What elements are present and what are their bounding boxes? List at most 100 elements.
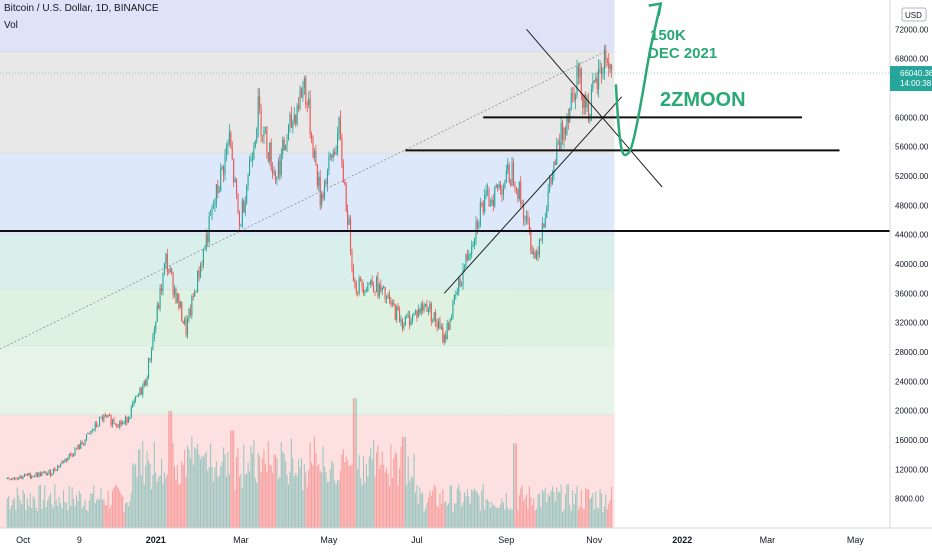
candle-body	[435, 312, 437, 323]
candle-body	[407, 315, 409, 317]
candle-body	[142, 386, 144, 395]
y-tick-label: 32000.00	[895, 319, 929, 328]
candle-body	[251, 158, 253, 160]
volume-bar	[65, 502, 67, 528]
candle-body	[87, 433, 89, 435]
volume-bar	[208, 467, 210, 528]
y-tick-label: 28000.00	[895, 348, 929, 357]
candle-body	[104, 415, 106, 417]
volume-bar	[469, 503, 471, 528]
candle-body	[360, 278, 362, 280]
volume-bar	[29, 493, 31, 528]
volume-bar	[28, 505, 30, 528]
volume-bar	[289, 471, 291, 528]
volume-bar	[181, 461, 183, 528]
volume-bar	[538, 493, 541, 528]
candle-body	[55, 470, 57, 472]
volume-bar	[391, 477, 393, 528]
volume-bar	[335, 484, 337, 528]
volume-bar	[205, 451, 207, 528]
x-tick-label: 2021	[146, 535, 166, 545]
candle-body	[342, 163, 344, 183]
volume-bar	[362, 456, 365, 528]
volume-bar	[152, 474, 154, 528]
candle-body	[358, 278, 360, 293]
candle-body	[576, 66, 578, 96]
candle-body	[74, 448, 76, 456]
annotation-date: DEC 2021	[648, 45, 717, 62]
volume-bar	[524, 498, 526, 528]
candle-body	[540, 239, 542, 241]
candle-body	[440, 327, 442, 329]
candle-body	[352, 267, 354, 281]
candle-body	[554, 161, 556, 165]
volume-bar	[172, 442, 174, 528]
trendline	[443, 96, 623, 294]
candle-body	[448, 323, 450, 330]
volume-bar	[58, 496, 60, 528]
volume-bar	[264, 463, 266, 528]
candle-body	[217, 184, 219, 193]
candle-body	[401, 319, 403, 329]
volume-bar	[130, 492, 132, 528]
candle-body	[166, 254, 168, 272]
volume-bar	[182, 464, 184, 528]
candle-body	[114, 423, 116, 425]
candle-body	[169, 268, 171, 273]
candle-body	[195, 291, 197, 293]
volume-bar	[155, 472, 157, 528]
candle-body	[316, 164, 318, 186]
volume-bar	[36, 510, 39, 528]
candle-body	[143, 380, 145, 387]
candle-body	[299, 88, 301, 109]
volume-bar	[132, 463, 134, 528]
volume-bar	[550, 490, 552, 528]
candle-body	[78, 444, 80, 449]
volume-bar	[221, 461, 223, 528]
volume-bar	[93, 485, 95, 528]
candle-body	[341, 137, 343, 164]
candle-body	[586, 99, 588, 108]
volume-bar	[553, 491, 555, 528]
candle-body	[313, 151, 315, 158]
candle-body	[67, 457, 69, 461]
candle-body	[54, 468, 56, 471]
volume-bar	[276, 457, 278, 528]
volume-bar	[231, 430, 233, 528]
candle-body	[189, 309, 191, 316]
last-price-value: 66040.36	[900, 69, 932, 78]
volume-bar	[586, 489, 588, 528]
candle-body	[582, 94, 584, 108]
volume-bar	[436, 505, 438, 528]
candle-body	[487, 190, 489, 192]
volume-bar	[544, 487, 546, 528]
candle-body	[12, 478, 14, 480]
candle-body	[110, 415, 112, 426]
candle-body	[28, 473, 30, 475]
volume-bar	[329, 469, 331, 528]
candle-body	[47, 473, 49, 475]
volume-bar	[9, 509, 11, 528]
candle-body	[52, 468, 54, 474]
candle-body	[593, 80, 595, 82]
last-price-tag	[890, 66, 932, 92]
candle-body	[42, 472, 44, 474]
candle-body	[16, 478, 18, 480]
volume-bar	[515, 443, 517, 528]
candle-body	[303, 78, 305, 88]
price-axis-bg	[890, 0, 932, 550]
volume-bar	[338, 480, 340, 528]
candle-body	[214, 202, 216, 207]
candle-body	[234, 180, 236, 183]
volume-bar	[49, 493, 52, 528]
candle-body	[502, 187, 504, 195]
candle-body	[386, 298, 388, 300]
volume-bar	[465, 496, 467, 528]
candle-body	[25, 474, 27, 476]
candle-body	[442, 327, 444, 343]
volume-bar	[453, 503, 455, 528]
volume-bar	[120, 494, 122, 528]
y-tick-label: 24000.00	[895, 377, 929, 386]
